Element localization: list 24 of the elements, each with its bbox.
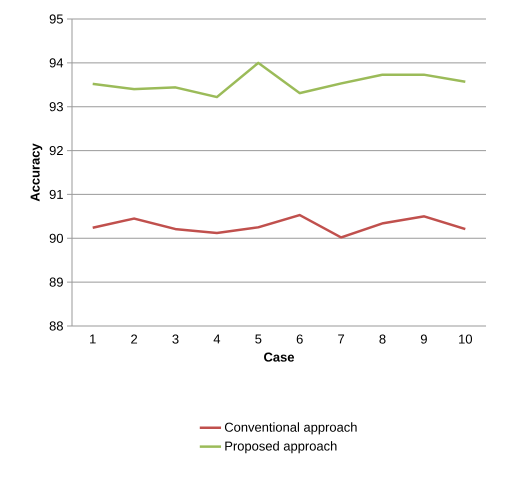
y-tick-label: 89: [50, 278, 63, 287]
x-tick-label: 2: [131, 334, 138, 344]
y-axis-title: Accuracy: [30, 143, 42, 202]
x-tick-label: 8: [379, 334, 386, 344]
line-series: [91, 214, 467, 239]
x-tick-label: 7: [338, 334, 344, 344]
y-tick-label: 91: [50, 190, 63, 200]
legend-label: Conventional approach: [224, 422, 357, 434]
y-tick-label: 88: [50, 321, 63, 331]
y-tick-label: 95: [50, 14, 63, 24]
x-tick-label: 6: [296, 334, 303, 344]
x-tick-label: 4: [214, 334, 220, 344]
x-tick-label: 10: [459, 334, 472, 344]
x-axis-title: Case: [264, 352, 294, 362]
y-tick-label: 94: [50, 58, 64, 68]
y-tick-label: 92: [50, 146, 63, 156]
x-tick-label: 9: [420, 334, 427, 344]
line-series: [91, 62, 467, 98]
y-tick-label: 93: [50, 102, 63, 112]
y-tick-label: 90: [50, 234, 63, 243]
legend-label: Proposed approach: [225, 441, 336, 454]
x-tick-label: 5: [255, 334, 262, 344]
x-tick-label: 3: [172, 334, 179, 344]
x-tick-label: 1: [90, 334, 96, 344]
